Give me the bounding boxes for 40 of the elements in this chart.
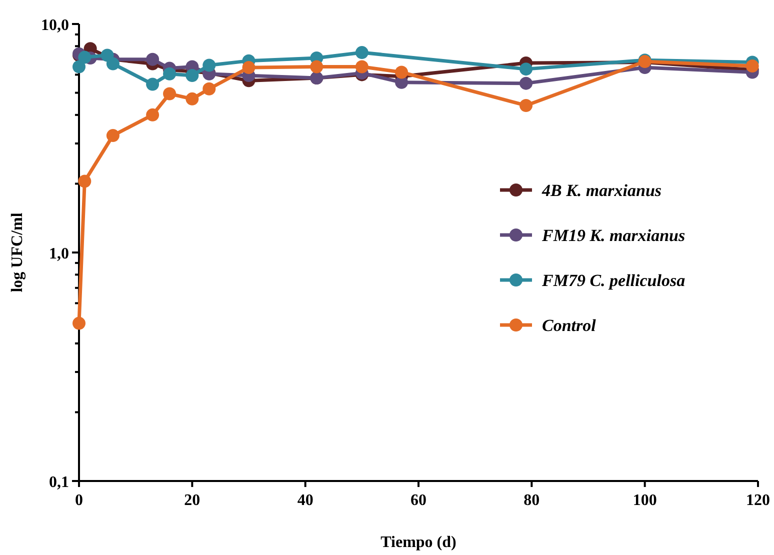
point <box>242 61 256 74</box>
point <box>355 46 368 60</box>
legend-label: FM79 C. pelliculosa <box>541 271 686 290</box>
point <box>355 60 368 74</box>
point <box>520 62 533 76</box>
y-tick-label: 1,0 <box>49 246 69 262</box>
x-tick-label: 80 <box>524 492 540 509</box>
x-axis-title: Tiempo (d) <box>380 534 456 551</box>
point <box>186 92 199 106</box>
y-tick-label: 0,1 <box>49 474 69 491</box>
point <box>78 174 92 188</box>
point <box>72 316 86 330</box>
point <box>72 60 86 74</box>
x-tick-label: 60 <box>410 492 426 509</box>
x-tick-label: 20 <box>184 492 200 509</box>
point <box>78 50 92 64</box>
y-axis-title: log UFC/ml <box>9 212 26 292</box>
point <box>106 129 120 142</box>
x-tick-label: 40 <box>297 492 314 509</box>
point <box>520 76 533 90</box>
point <box>106 57 120 70</box>
x-tick-label: 100 <box>632 492 657 509</box>
legend-label: Control <box>542 316 596 335</box>
point <box>310 60 324 74</box>
point <box>520 98 533 112</box>
point <box>746 59 759 72</box>
point <box>146 52 160 66</box>
point <box>186 69 199 82</box>
legend-label: 4B K. marxianus <box>541 181 662 200</box>
legend-label: FM19 K. marxianus <box>541 226 686 245</box>
point <box>202 82 216 96</box>
point <box>163 87 176 100</box>
y-tick-label: 10,0 <box>41 17 69 34</box>
point <box>163 67 176 80</box>
point <box>146 78 160 91</box>
x-tick-label: 0 <box>75 492 83 509</box>
point <box>146 108 160 122</box>
point <box>202 58 216 72</box>
point <box>395 66 408 79</box>
x-tick-label: 120 <box>746 492 770 509</box>
